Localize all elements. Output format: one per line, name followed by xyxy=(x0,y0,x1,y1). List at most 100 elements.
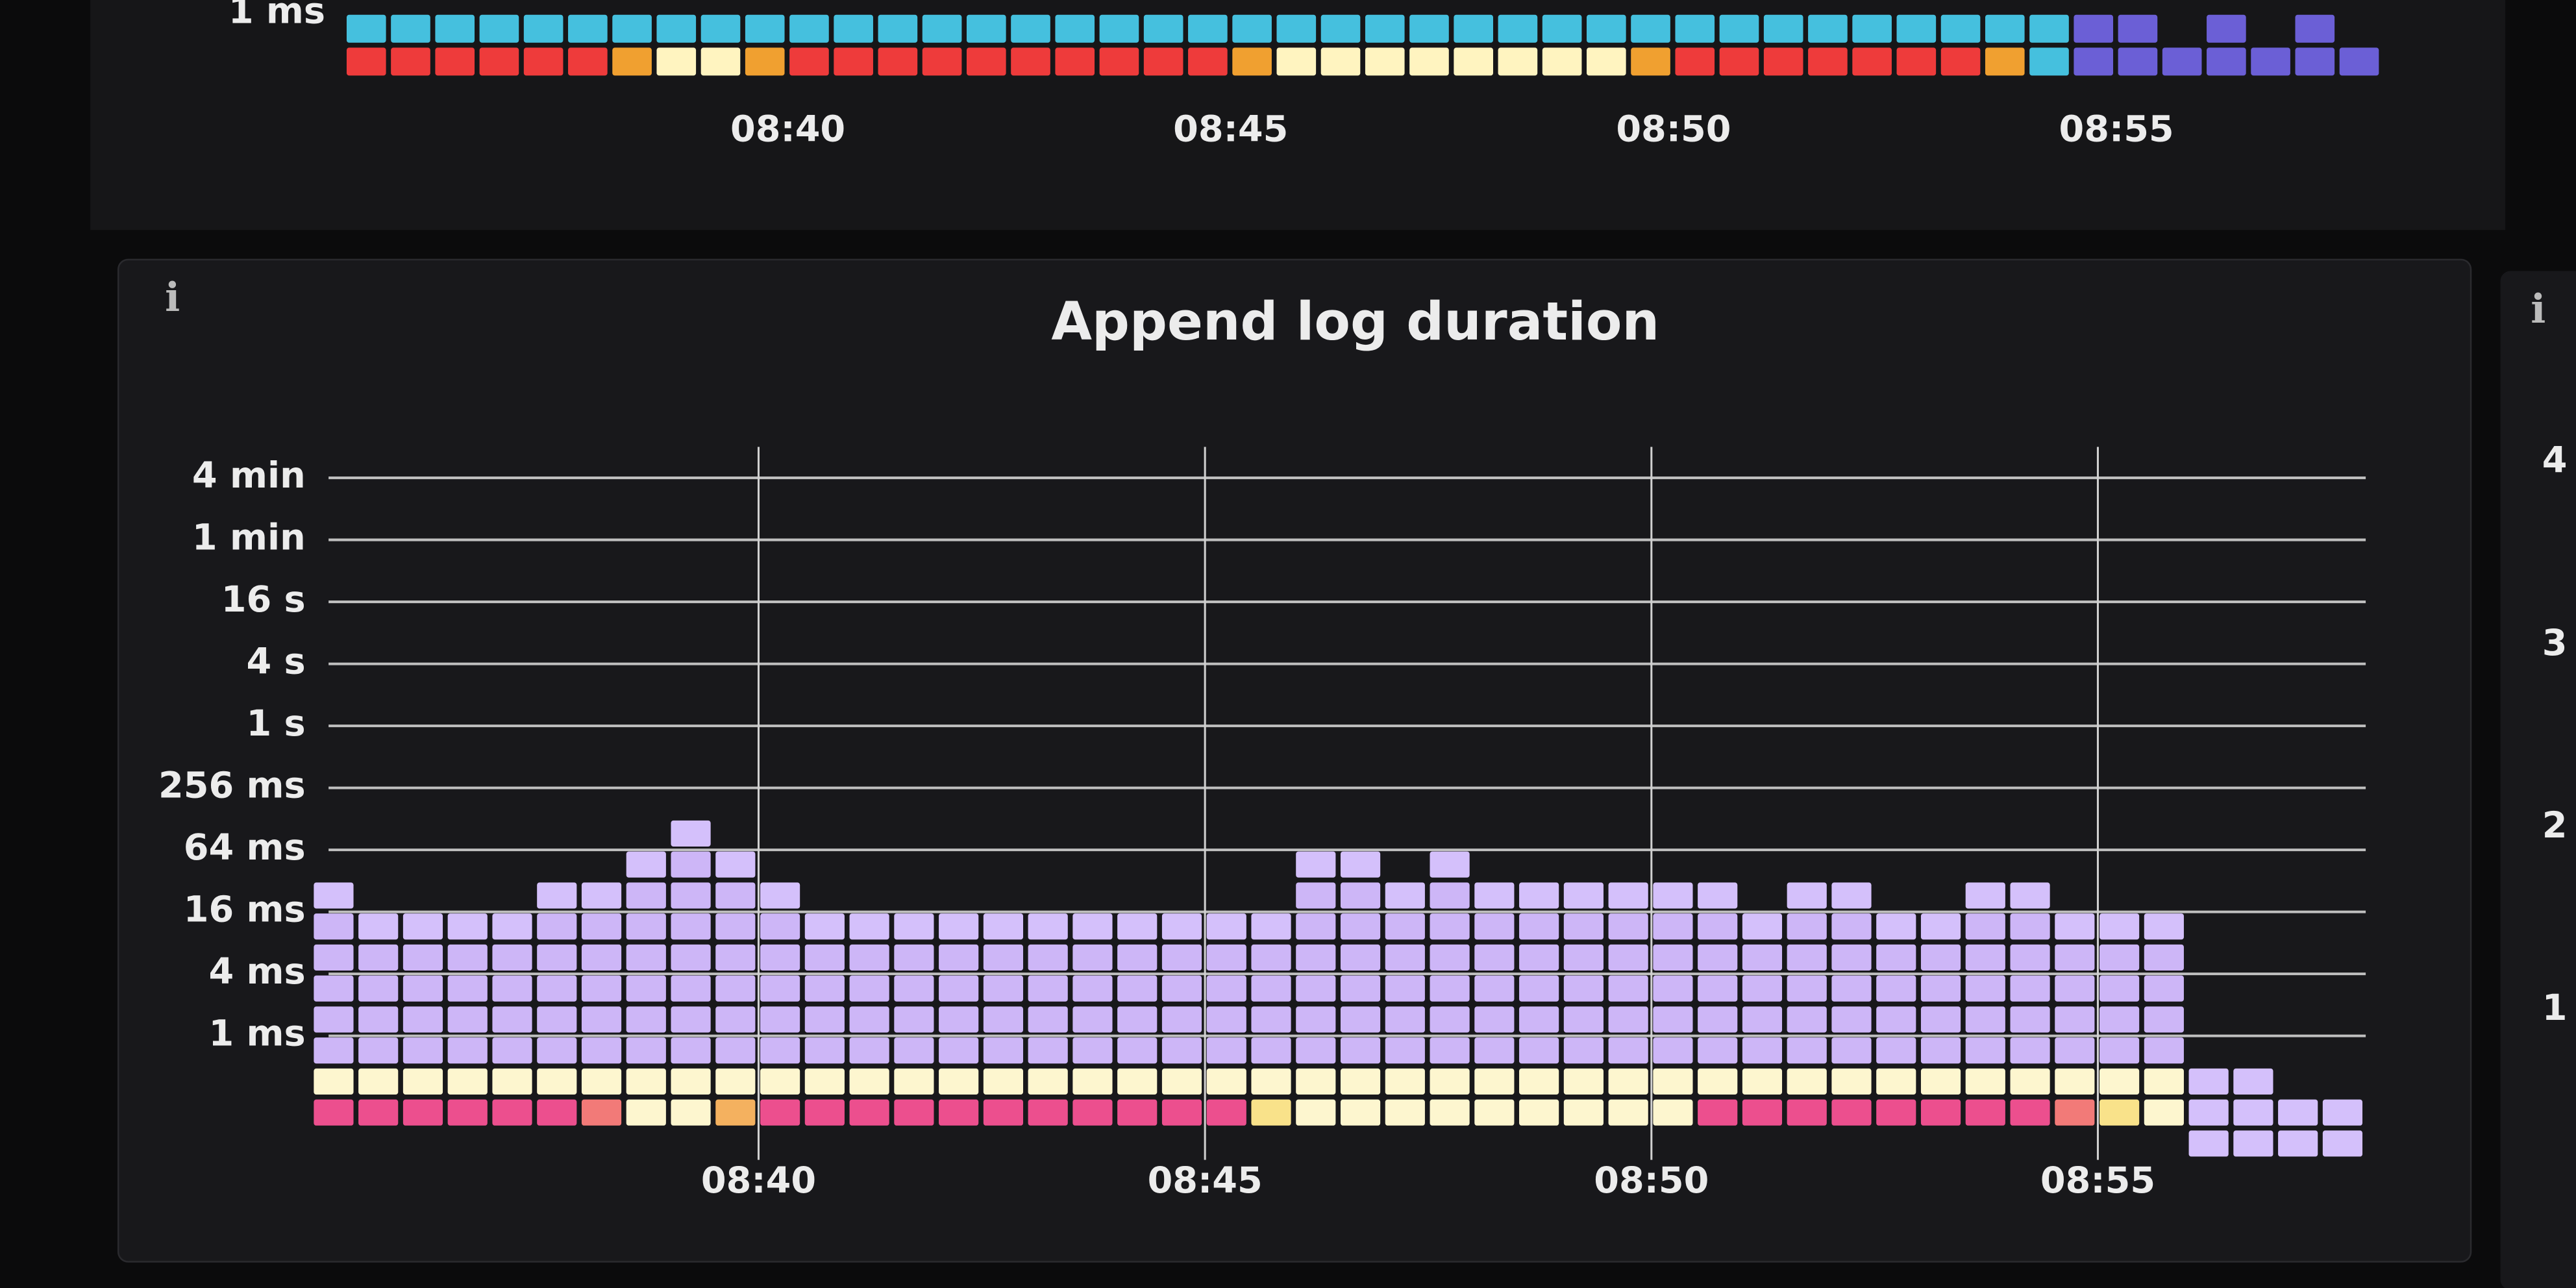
heatmap-cell xyxy=(1430,1068,1470,1095)
heatmap-cell xyxy=(894,913,934,940)
heatmap-cell xyxy=(2162,15,2202,43)
heatmap-cell xyxy=(523,47,564,76)
heatmap-cell xyxy=(2278,976,2318,1002)
heatmap-cell xyxy=(983,944,1024,971)
heatmap-cell xyxy=(1162,882,1202,908)
heatmap-cell xyxy=(1117,821,1157,847)
heatmap-cell xyxy=(2278,945,2318,971)
heatmap-cell xyxy=(448,882,488,908)
heatmap-cell xyxy=(2010,852,2050,878)
heatmap-cell xyxy=(1519,944,1559,971)
heatmap-cell xyxy=(966,14,1006,43)
heatmap-cell xyxy=(1117,975,1158,1002)
heatmap-cell xyxy=(983,913,1024,940)
heatmap-cell xyxy=(1742,1130,1782,1156)
heatmap-cell xyxy=(1608,913,1648,940)
heatmap-cell xyxy=(2278,913,2318,939)
x-tick-label: 08:50 xyxy=(1616,108,1731,151)
heatmap-cell xyxy=(2189,976,2229,1002)
heatmap-cell xyxy=(2189,945,2229,971)
heatmap-cell xyxy=(2189,1037,2229,1063)
heatmap-cell xyxy=(1808,14,1848,43)
heatmap-cell xyxy=(1542,47,1582,76)
heatmap-cell xyxy=(523,14,564,43)
heatmap-cell xyxy=(1587,47,1626,76)
heatmap-cell xyxy=(1340,1037,1381,1064)
heatmap-cell xyxy=(1340,1006,1381,1033)
heatmap-cell xyxy=(2278,821,2318,847)
heatmap-cell xyxy=(1519,882,1559,909)
heatmap-cell xyxy=(1876,1130,1916,1156)
heatmap-cell xyxy=(492,944,532,971)
heatmap-cell xyxy=(1320,14,1361,43)
heatmap-cell xyxy=(1207,1130,1246,1156)
heatmap-cell xyxy=(492,1037,532,1064)
heatmap-cell xyxy=(715,1099,756,1126)
heatmap-cell xyxy=(1519,1068,1559,1095)
heatmap-cell xyxy=(1787,1037,1827,1064)
heatmap-cell xyxy=(1161,975,1202,1002)
heatmap-cell xyxy=(1653,1068,1693,1095)
heatmap-cell xyxy=(1698,1068,1738,1095)
heatmap-cell xyxy=(1631,47,1670,76)
heatmap-cell xyxy=(1296,821,1335,847)
heatmap-cell xyxy=(492,1006,532,1033)
heatmap-cell xyxy=(1385,852,1425,878)
heatmap-cell xyxy=(1876,1068,1916,1095)
heatmap-cell xyxy=(402,1068,443,1095)
heatmap-cell xyxy=(1587,14,1626,43)
heatmap-cell xyxy=(671,851,711,878)
heatmap-cell xyxy=(1563,1037,1604,1064)
heatmap-cell xyxy=(1698,913,1738,940)
y-tick-label: 2 xyxy=(2542,804,2568,847)
heatmap-cell xyxy=(537,882,577,909)
heatmap-cell xyxy=(2322,1099,2363,1126)
heatmap-cell xyxy=(1232,47,1272,76)
heatmap-cell xyxy=(1072,1006,1113,1033)
y-tick-label: 1 ms xyxy=(208,1013,305,1055)
heatmap-cell xyxy=(1296,1068,1336,1095)
heatmap-cell xyxy=(1251,852,1291,878)
heatmap-cell xyxy=(358,1099,399,1126)
heatmap-cell xyxy=(402,1099,443,1126)
heatmap-cell xyxy=(1143,47,1183,76)
heatmap-cell xyxy=(479,47,519,76)
heatmap-cell xyxy=(314,821,353,847)
heatmap-cell xyxy=(1742,1037,1783,1064)
heatmap-cell xyxy=(1474,1130,1514,1156)
heatmap-cell xyxy=(447,975,488,1002)
heatmap-cell xyxy=(1985,47,2025,76)
heatmap-cell xyxy=(2207,14,2246,43)
heatmap-cell xyxy=(760,1099,800,1126)
heatmap-cell xyxy=(894,944,934,971)
heatmap-cell xyxy=(537,852,576,878)
heatmap-cell xyxy=(1719,47,1759,76)
heatmap-cell xyxy=(894,1068,934,1095)
heatmap-cell xyxy=(1965,1006,2005,1033)
y-tick-label: 1 xyxy=(2542,987,2568,1029)
heatmap-cell xyxy=(314,1130,353,1156)
heatmap-cell xyxy=(760,1006,800,1033)
heatmap-cell xyxy=(358,1068,399,1095)
heatmap-cell xyxy=(1787,1099,1827,1126)
heatmap-cell xyxy=(671,820,711,847)
heatmap-cell xyxy=(1296,1006,1336,1033)
heatmap-cell xyxy=(715,1037,756,1064)
heatmap-cell xyxy=(1876,852,1916,878)
heatmap-cell xyxy=(537,913,577,940)
heatmap-cell xyxy=(582,852,621,878)
heatmap-cell xyxy=(2323,821,2362,847)
heatmap-cell xyxy=(2323,1006,2362,1032)
heatmap-cell xyxy=(314,944,354,971)
heatmap-cell xyxy=(492,1099,532,1126)
heatmap-cell xyxy=(492,1068,532,1095)
heatmap-cell xyxy=(1028,852,1068,878)
heatmap-cell xyxy=(1117,852,1157,878)
heatmap-cell xyxy=(1206,1006,1246,1033)
heatmap-cell xyxy=(2189,1006,2229,1032)
heatmap-cell xyxy=(1207,852,1246,878)
heatmap-cell xyxy=(984,882,1023,908)
heatmap-cell xyxy=(492,975,532,1002)
heatmap-cell xyxy=(715,1006,756,1033)
heatmap-cell xyxy=(700,14,741,43)
